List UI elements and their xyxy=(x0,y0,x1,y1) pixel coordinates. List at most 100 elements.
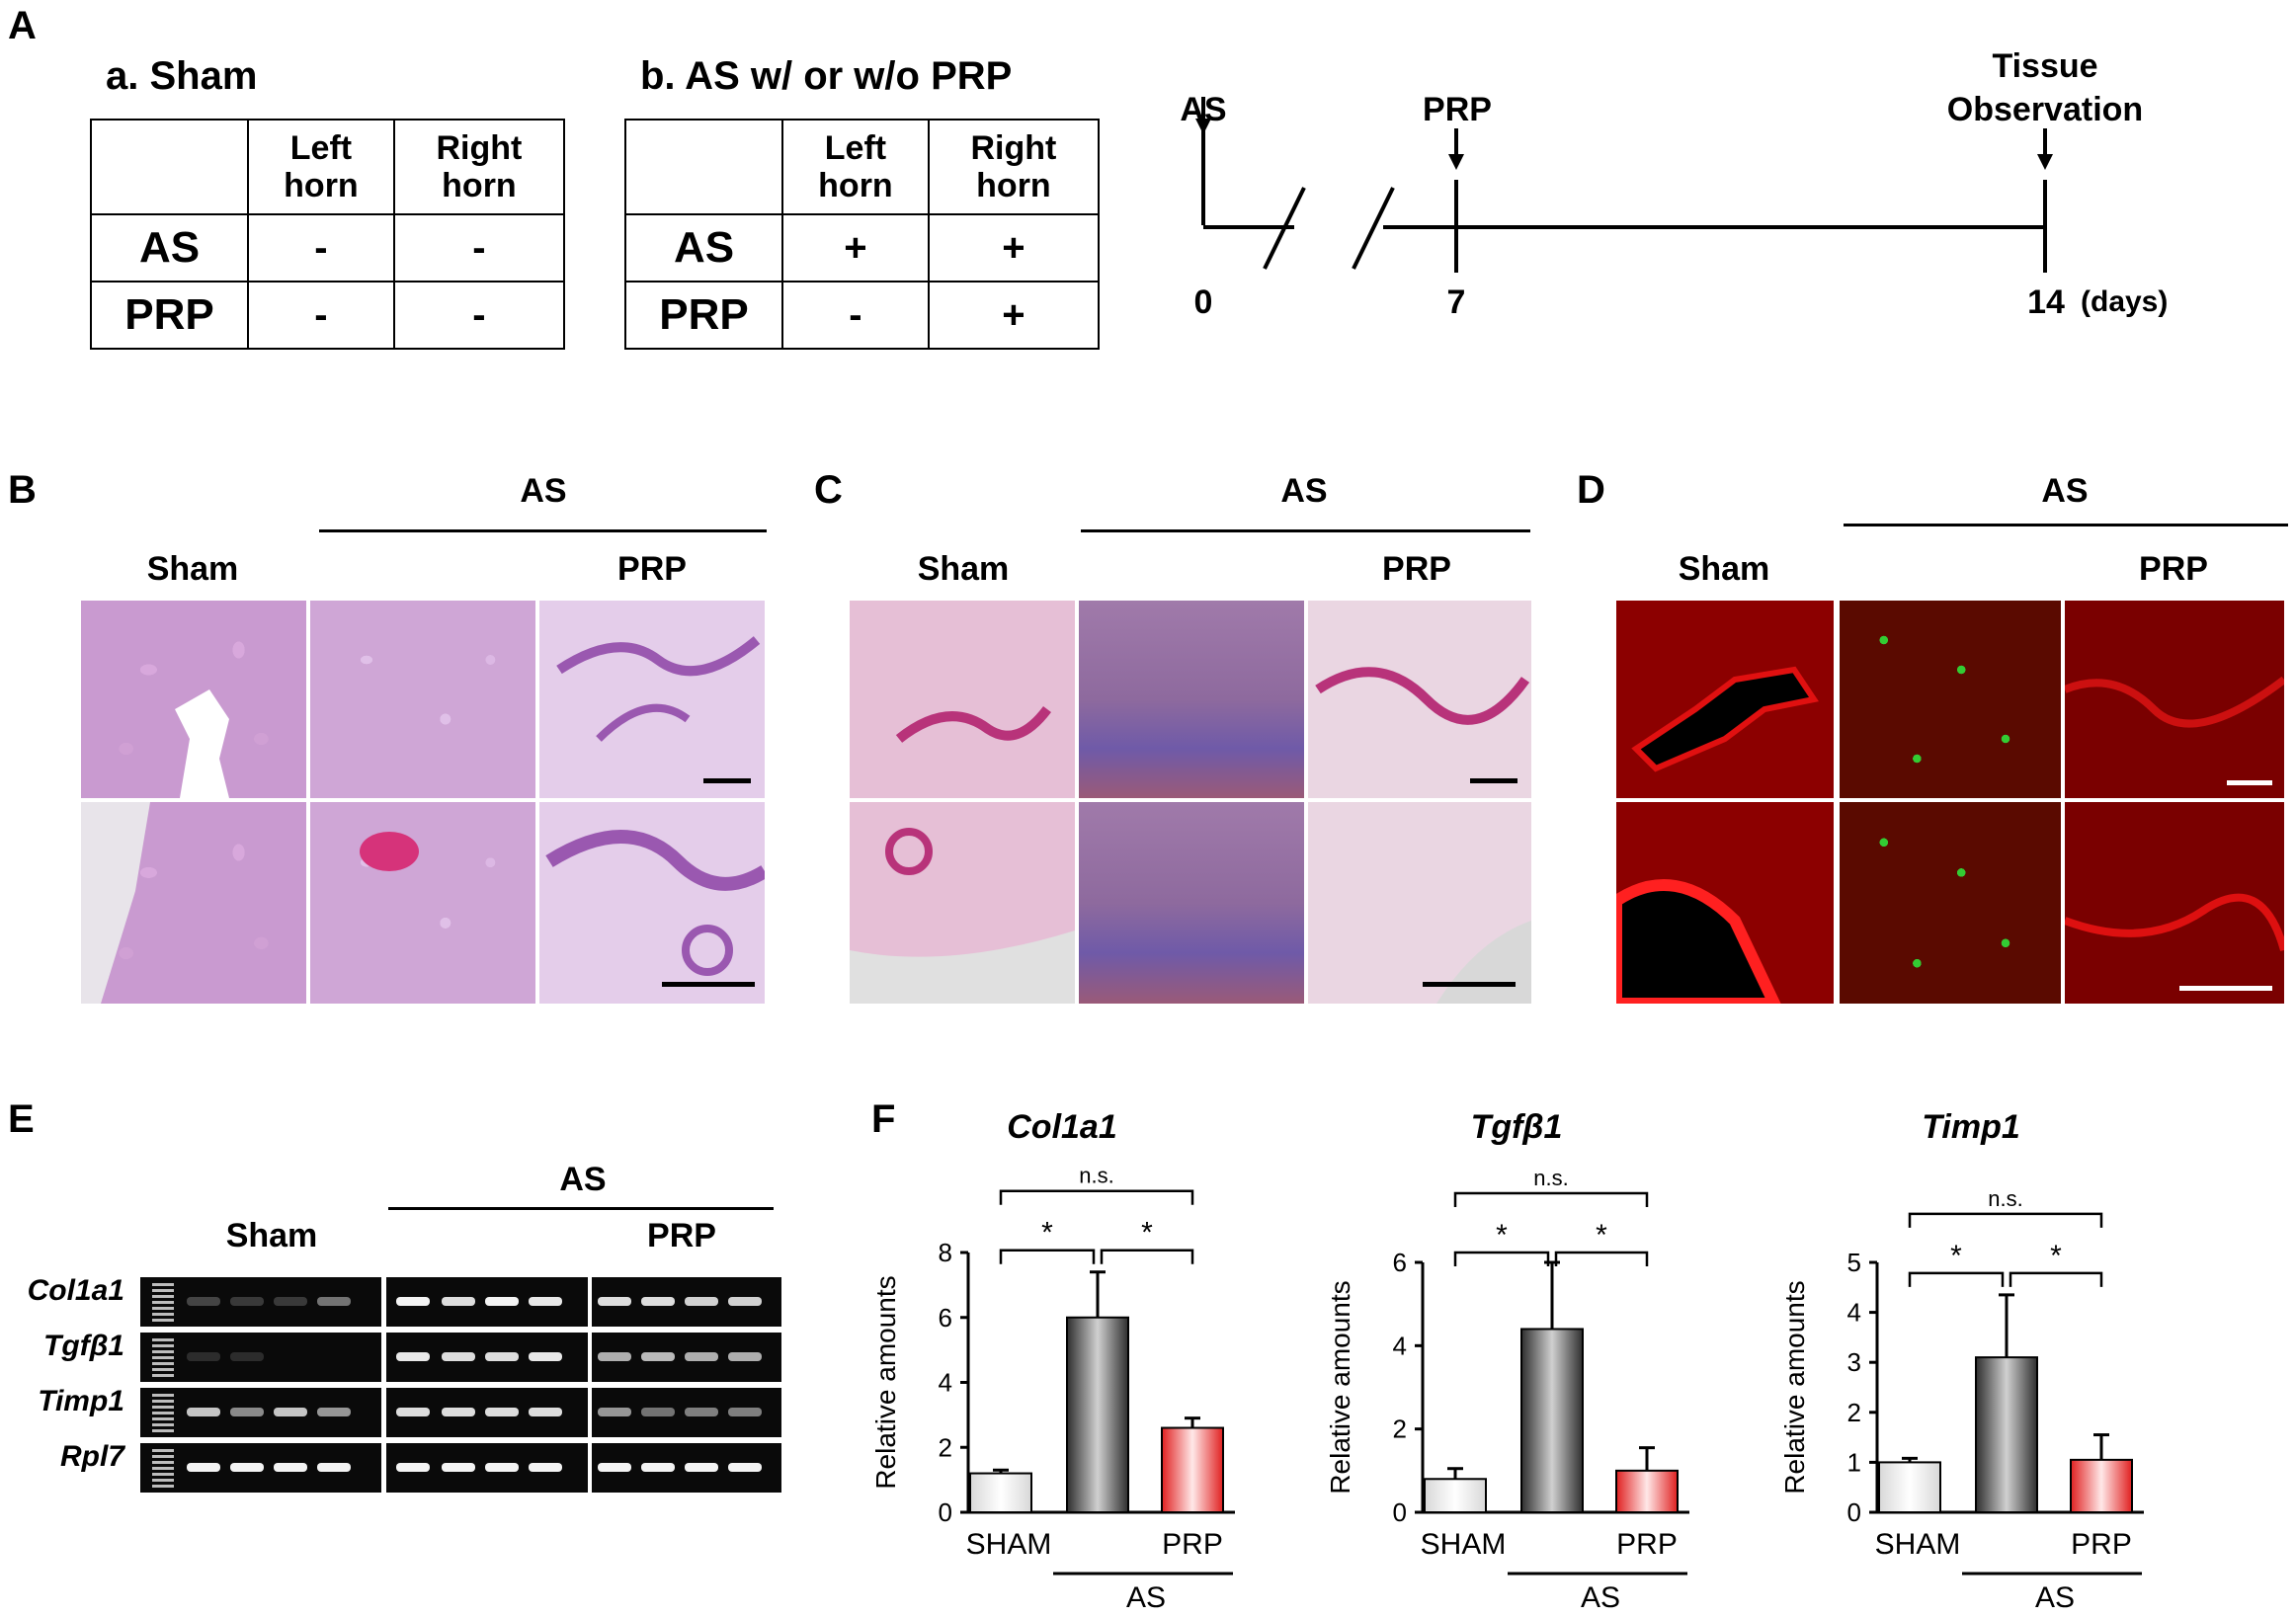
histology-image-mt-prp-high xyxy=(1308,802,1531,1004)
gel-band xyxy=(187,1408,220,1416)
fluorescence-image-sham-high xyxy=(1616,802,1834,1004)
x-group-label-as: AS xyxy=(1581,1581,1620,1614)
significance-label: * xyxy=(1950,1240,1962,1272)
bar-as xyxy=(1066,1316,1129,1513)
y-axis-label: Relative amounts xyxy=(870,1275,901,1489)
bar-prp xyxy=(1161,1426,1224,1513)
arrow-down-icon xyxy=(1195,119,1211,134)
scale-bar xyxy=(2227,780,2272,785)
col-header-left-horn: Left horn xyxy=(781,119,930,215)
epithelium-shape xyxy=(2065,676,2284,728)
gel-band xyxy=(485,1408,519,1416)
gel-band xyxy=(529,1408,562,1416)
group-label-as: AS xyxy=(559,1161,607,1198)
ladder-band xyxy=(152,1400,174,1403)
group-underline xyxy=(388,1207,774,1210)
gel-band xyxy=(396,1352,430,1361)
histology-image-mt-prp-low xyxy=(1308,601,1531,798)
histology-image-mt-sham-high xyxy=(850,802,1075,1004)
significance-label: * xyxy=(1596,1219,1607,1252)
ladder-band xyxy=(152,1319,174,1322)
significance-bracket xyxy=(1453,1251,1550,1266)
lane-group-sham: Sham xyxy=(225,1217,318,1254)
ladder-band xyxy=(152,1374,174,1377)
gland-outline-shape xyxy=(895,705,1051,743)
x-tick-label-prp: PRP xyxy=(2071,1528,2132,1561)
y-tick-label: 3 xyxy=(1847,1347,1861,1377)
cell-value: - xyxy=(781,281,930,350)
timeline-event-prp: PRP xyxy=(1423,91,1492,128)
gel-band xyxy=(598,1352,631,1361)
gel-band xyxy=(317,1463,351,1472)
significance-bracket xyxy=(2009,1271,2103,1287)
gel-band xyxy=(442,1297,475,1306)
cell-value: + xyxy=(781,213,930,283)
panel-label-a: A xyxy=(8,4,37,47)
y-tick-label: 4 xyxy=(1393,1331,1407,1360)
histology-image-he-as-low-fill xyxy=(310,601,535,798)
ladder-band xyxy=(152,1283,174,1286)
gel-segment xyxy=(140,1333,381,1382)
significance-bracket xyxy=(1908,1212,2103,1228)
cell-value: - xyxy=(247,213,395,283)
lumen-region-shape xyxy=(1436,921,1531,1004)
column-label-prp: PRP xyxy=(617,550,687,588)
gland-outline-shape xyxy=(556,636,761,677)
y-tick-label: 0 xyxy=(1847,1497,1861,1527)
y-tick-label: 4 xyxy=(939,1368,952,1398)
gel-band xyxy=(529,1463,562,1472)
ladder-band xyxy=(152,1473,174,1476)
ladder-band xyxy=(152,1368,174,1371)
gel-band xyxy=(529,1297,562,1306)
panel-label-c: C xyxy=(814,468,843,512)
scale-bar xyxy=(703,778,751,783)
arrow-down-icon xyxy=(1448,154,1464,170)
ladder-band xyxy=(152,1350,174,1353)
x-tick-label-prp: PRP xyxy=(1616,1528,1678,1561)
significance-bracket xyxy=(1453,1191,1649,1207)
scale-bar xyxy=(1470,778,1517,783)
x-group-label-as: AS xyxy=(1126,1581,1166,1614)
gel-band xyxy=(230,1352,264,1361)
significance-bracket xyxy=(999,1249,1096,1264)
gel-band xyxy=(442,1408,475,1416)
histology-image-he-as-high xyxy=(310,802,535,1004)
gel-band xyxy=(641,1408,675,1416)
bar-sham xyxy=(1878,1461,1941,1513)
x-tick-label-sham: SHAM xyxy=(1421,1528,1507,1561)
ladder-band xyxy=(152,1338,174,1341)
ladder-band xyxy=(152,1479,174,1482)
uterine-lumen-shape xyxy=(175,689,229,798)
ladder-band xyxy=(152,1313,174,1316)
ladder-band xyxy=(152,1356,174,1359)
fluorescence-image-as-high xyxy=(1840,802,2061,1004)
significance-bracket xyxy=(1554,1251,1649,1266)
gel-band xyxy=(274,1463,307,1472)
gene-label-rpl7: Rpl7 xyxy=(59,1440,124,1473)
cell-value: + xyxy=(927,213,1101,283)
x-tick-label-prp: PRP xyxy=(1162,1528,1223,1561)
column-label-prp: PRP xyxy=(2139,550,2208,588)
bar-sham xyxy=(1424,1478,1487,1513)
timeline-break-mark xyxy=(1352,187,1395,270)
y-tick-label: 8 xyxy=(939,1238,952,1267)
lumen-region-shape xyxy=(81,802,150,1004)
ladder-band xyxy=(152,1461,174,1464)
ladder-band xyxy=(152,1412,174,1415)
table-corner-cell xyxy=(90,119,249,215)
significance-label: n.s. xyxy=(1533,1166,1568,1190)
column-label-prp: PRP xyxy=(1382,550,1451,588)
group-label-as: AS xyxy=(520,472,567,510)
ladder-band xyxy=(152,1301,174,1304)
gel-band xyxy=(274,1297,307,1306)
gel-band xyxy=(485,1352,519,1361)
gland-outline-shape xyxy=(1315,667,1530,725)
gel-band xyxy=(187,1463,220,1472)
row-label-prp: PRP xyxy=(90,281,249,350)
timeline-event-observation: Observation xyxy=(1946,91,2144,128)
gel-band xyxy=(728,1408,762,1416)
histology-image-he-prp-low xyxy=(539,601,765,798)
panel-label-b: B xyxy=(8,468,37,512)
significance-label: * xyxy=(1141,1217,1153,1250)
fluorescence-image-prp-high xyxy=(2065,802,2284,1004)
